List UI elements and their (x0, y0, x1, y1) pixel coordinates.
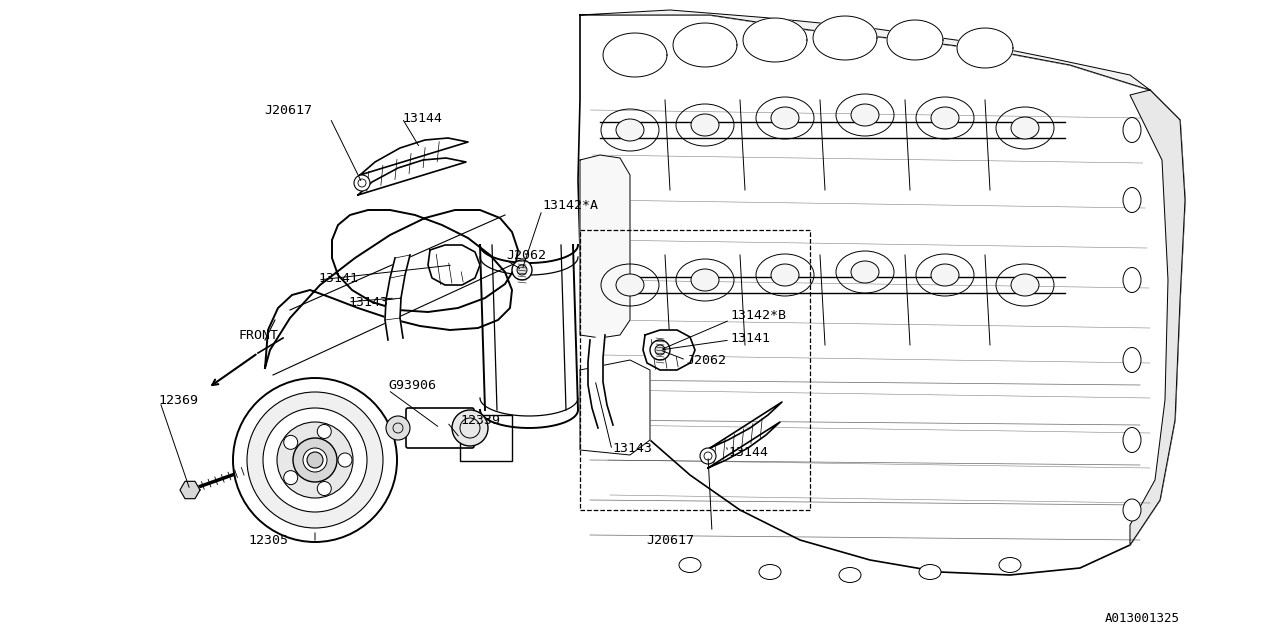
Circle shape (317, 424, 332, 438)
Polygon shape (603, 33, 667, 77)
Circle shape (293, 438, 337, 482)
Polygon shape (643, 330, 695, 370)
Polygon shape (579, 15, 1185, 575)
Circle shape (355, 175, 370, 191)
Ellipse shape (1123, 188, 1140, 212)
Polygon shape (708, 402, 782, 468)
Text: J20617: J20617 (264, 104, 312, 116)
Text: 13141: 13141 (317, 271, 358, 285)
Ellipse shape (838, 568, 861, 582)
Text: 12369: 12369 (157, 394, 198, 406)
Text: FRONT: FRONT (238, 328, 278, 342)
Ellipse shape (771, 264, 799, 286)
Ellipse shape (691, 114, 719, 136)
Text: 13142*A: 13142*A (541, 198, 598, 211)
Circle shape (233, 378, 397, 542)
Text: 13143: 13143 (348, 296, 388, 308)
Polygon shape (957, 28, 1012, 68)
Circle shape (276, 422, 353, 498)
Circle shape (517, 265, 527, 275)
Ellipse shape (616, 274, 644, 296)
Ellipse shape (851, 261, 879, 283)
Ellipse shape (931, 107, 959, 129)
Text: 13144: 13144 (402, 111, 442, 125)
Polygon shape (580, 10, 1149, 90)
Polygon shape (813, 16, 877, 60)
Ellipse shape (678, 557, 701, 573)
Ellipse shape (771, 107, 799, 129)
Text: 13144: 13144 (728, 445, 768, 458)
Text: A013001325: A013001325 (1105, 612, 1180, 625)
Circle shape (655, 345, 666, 355)
Text: 12339: 12339 (460, 413, 500, 426)
Ellipse shape (998, 557, 1021, 573)
Text: J2062: J2062 (686, 353, 726, 367)
Text: 13141: 13141 (730, 332, 771, 344)
Ellipse shape (1011, 117, 1039, 139)
Ellipse shape (1011, 274, 1039, 296)
Ellipse shape (691, 269, 719, 291)
Circle shape (512, 260, 532, 280)
Text: 12305: 12305 (248, 534, 288, 547)
Circle shape (452, 410, 488, 446)
Text: J2062: J2062 (506, 248, 547, 262)
Text: J20617: J20617 (646, 534, 694, 547)
Circle shape (650, 340, 669, 360)
Ellipse shape (1123, 268, 1140, 292)
Polygon shape (588, 335, 613, 428)
Circle shape (247, 392, 383, 528)
Polygon shape (428, 245, 480, 285)
Circle shape (700, 448, 716, 464)
Ellipse shape (616, 119, 644, 141)
Polygon shape (673, 23, 737, 67)
Circle shape (303, 448, 326, 472)
Circle shape (284, 435, 298, 449)
Polygon shape (180, 481, 200, 499)
Ellipse shape (1123, 118, 1140, 143)
Circle shape (262, 408, 367, 512)
Bar (580, 230, 810, 510)
Circle shape (338, 453, 352, 467)
Ellipse shape (1123, 428, 1140, 452)
Circle shape (307, 452, 323, 468)
Text: 13142*B: 13142*B (730, 308, 786, 321)
Ellipse shape (1123, 348, 1140, 372)
Ellipse shape (919, 564, 941, 579)
Text: 13143: 13143 (612, 442, 652, 454)
Polygon shape (887, 20, 943, 60)
Polygon shape (744, 18, 806, 62)
Ellipse shape (931, 264, 959, 286)
Circle shape (284, 470, 298, 484)
Polygon shape (385, 255, 410, 340)
Polygon shape (1130, 90, 1185, 545)
Bar (460, 415, 512, 461)
Polygon shape (358, 138, 468, 195)
Polygon shape (580, 360, 650, 455)
Ellipse shape (851, 104, 879, 126)
Circle shape (387, 416, 410, 440)
Circle shape (317, 481, 332, 495)
FancyBboxPatch shape (406, 408, 474, 448)
Text: G93906: G93906 (388, 378, 436, 392)
Polygon shape (580, 155, 630, 338)
Ellipse shape (759, 564, 781, 579)
Ellipse shape (1123, 499, 1140, 521)
